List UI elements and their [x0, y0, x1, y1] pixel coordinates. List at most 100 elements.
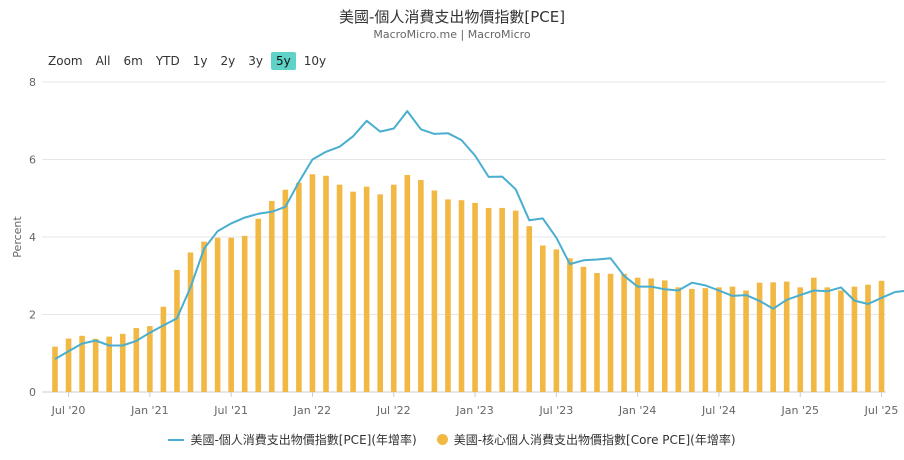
core-pce-bar[interactable]: [431, 190, 438, 393]
core-pce-bar[interactable]: [607, 273, 614, 392]
zoom-label: Zoom: [48, 54, 83, 68]
core-pce-bar[interactable]: [214, 237, 221, 392]
core-pce-bar[interactable]: [336, 184, 343, 392]
x-tick-label: Jan '24: [618, 404, 656, 417]
zoom-1y-button[interactable]: 1y: [192, 54, 208, 68]
core-pce-bar[interactable]: [458, 200, 465, 392]
core-pce-bar[interactable]: [770, 282, 776, 392]
zoom-bar: Zoom All 6m YTD 1y 2y 3y 5y 10y: [48, 52, 334, 70]
zoom-5y-button[interactable]: 5y: [270, 52, 296, 70]
y-tick-label: 0: [29, 386, 36, 399]
core-pce-bar[interactable]: [512, 210, 519, 392]
core-pce-bar[interactable]: [404, 175, 411, 392]
zoom-ytd-button[interactable]: YTD: [155, 54, 180, 68]
core-pce-bar[interactable]: [201, 241, 207, 392]
legend-item-pce[interactable]: 美國-個人消費支出物價指數[PCE](年增率): [168, 431, 417, 448]
core-pce-bar[interactable]: [363, 186, 370, 392]
core-pce-bar[interactable]: [783, 281, 790, 392]
core-pce-bar[interactable]: [296, 182, 302, 392]
core-pce-bar[interactable]: [580, 266, 587, 392]
chart-title: 美國-個人消費支出物價指數[PCE]: [338, 8, 566, 26]
core-pce-bar[interactable]: [797, 287, 804, 392]
core-pce-bar[interactable]: [499, 207, 505, 392]
zoom-10y-button[interactable]: 10y: [303, 54, 327, 68]
core-pce-bar[interactable]: [228, 237, 234, 392]
core-pce-bar[interactable]: [756, 282, 763, 392]
core-pce-bar[interactable]: [92, 338, 99, 392]
core-pce-bar[interactable]: [282, 189, 289, 392]
pce-line-series[interactable]: [54, 110, 904, 360]
core-pce-bar[interactable]: [729, 286, 736, 392]
core-pce-bar[interactable]: [878, 280, 885, 392]
core-pce-bar[interactable]: [65, 338, 72, 392]
core-pce-bar[interactable]: [702, 288, 709, 392]
zoom-all-button[interactable]: All: [95, 54, 111, 68]
core-pce-bar[interactable]: [174, 269, 180, 392]
legend-circle-symbol: [436, 434, 448, 445]
core-pce-bar[interactable]: [648, 278, 654, 392]
x-tick-label: Jul '22: [376, 404, 411, 417]
core-pce-bar[interactable]: [241, 235, 248, 392]
legend: 美國-個人消費支出物價指數[PCE](年增率) 美國-核心個人消費支出物價指數[…: [0, 431, 904, 448]
core-pce-bar[interactable]: [147, 326, 153, 392]
core-pce-bar[interactable]: [52, 346, 58, 392]
pce-line[interactable]: [54, 110, 904, 360]
core-pce-bar[interactable]: [269, 200, 275, 392]
core-pce-bar[interactable]: [418, 180, 424, 392]
core-pce-bars[interactable]: [52, 174, 885, 393]
core-pce-bar[interactable]: [865, 284, 871, 392]
x-tick-label: Jul '24: [701, 404, 736, 417]
core-pce-bar[interactable]: [675, 287, 682, 392]
core-pce-bar[interactable]: [621, 273, 627, 392]
y-axis: 0 2 4 6 8: [29, 76, 36, 399]
zoom-2y-button[interactable]: 2y: [220, 54, 236, 68]
core-pce-bar[interactable]: [634, 277, 641, 392]
core-pce-bar[interactable]: [79, 335, 85, 392]
legend-label-pce: 美國-個人消費支出物價指數[PCE](年增率): [190, 433, 417, 447]
core-pce-bar[interactable]: [309, 174, 316, 392]
x-tick-label: Jul '20: [51, 404, 86, 417]
legend-item-core-pce[interactable]: 美國-核心個人消費支出物價指數[Core PCE](年增率): [436, 431, 736, 448]
core-pce-bar[interactable]: [851, 286, 858, 392]
legend-line-symbol: [168, 438, 185, 441]
core-pce-bar[interactable]: [133, 328, 140, 392]
x-tick-label: Jul '23: [538, 404, 573, 417]
core-pce-bar[interactable]: [390, 184, 397, 392]
core-pce-bar[interactable]: [526, 226, 533, 392]
core-pce-bar[interactable]: [323, 175, 329, 392]
core-pce-bar[interactable]: [811, 277, 817, 392]
core-pce-bar[interactable]: [106, 336, 112, 392]
x-tick-label: Jan '22: [293, 404, 331, 417]
core-pce-bar[interactable]: [743, 290, 749, 392]
x-tick-label: Jul '25: [864, 404, 899, 417]
y-tick-label: 4: [29, 231, 36, 244]
x-tick-label: Jan '25: [781, 404, 819, 417]
core-pce-bar[interactable]: [824, 287, 831, 392]
zoom-3y-button[interactable]: 3y: [248, 54, 263, 68]
core-pce-bar[interactable]: [445, 199, 451, 392]
y-axis-title: Percent: [11, 216, 24, 258]
core-pce-bar[interactable]: [160, 306, 167, 392]
x-axis: Jul '20 Jan '21 Jul '21 Jan '22 Jul '22 Jan '…: [51, 392, 899, 417]
core-pce-bar[interactable]: [689, 288, 695, 392]
core-pce-bar[interactable]: [377, 194, 383, 392]
core-pce-bar[interactable]: [838, 290, 844, 392]
core-pce-bar[interactable]: [567, 258, 573, 392]
zoom-6m-button[interactable]: 6m: [123, 54, 143, 68]
y-tick-label: 8: [29, 76, 36, 89]
core-pce-bar[interactable]: [350, 191, 356, 392]
core-pce-bar[interactable]: [540, 245, 546, 392]
legend-label-core-pce: 美國-核心個人消費支出物價指數[Core PCE](年增率): [453, 433, 736, 447]
core-pce-bar[interactable]: [187, 252, 194, 393]
core-pce-bar[interactable]: [553, 249, 560, 392]
core-pce-bar[interactable]: [472, 202, 478, 392]
core-pce-bar[interactable]: [485, 207, 492, 392]
x-tick-label: Jul '21: [213, 404, 248, 417]
core-pce-bar[interactable]: [661, 280, 668, 392]
core-pce-bar[interactable]: [716, 287, 722, 392]
core-pce-bar[interactable]: [255, 218, 262, 392]
core-pce-bar[interactable]: [119, 333, 126, 392]
chart-subtitle: MacroMicro.me | MacroMicro: [373, 28, 531, 41]
core-pce-bar[interactable]: [594, 273, 600, 392]
